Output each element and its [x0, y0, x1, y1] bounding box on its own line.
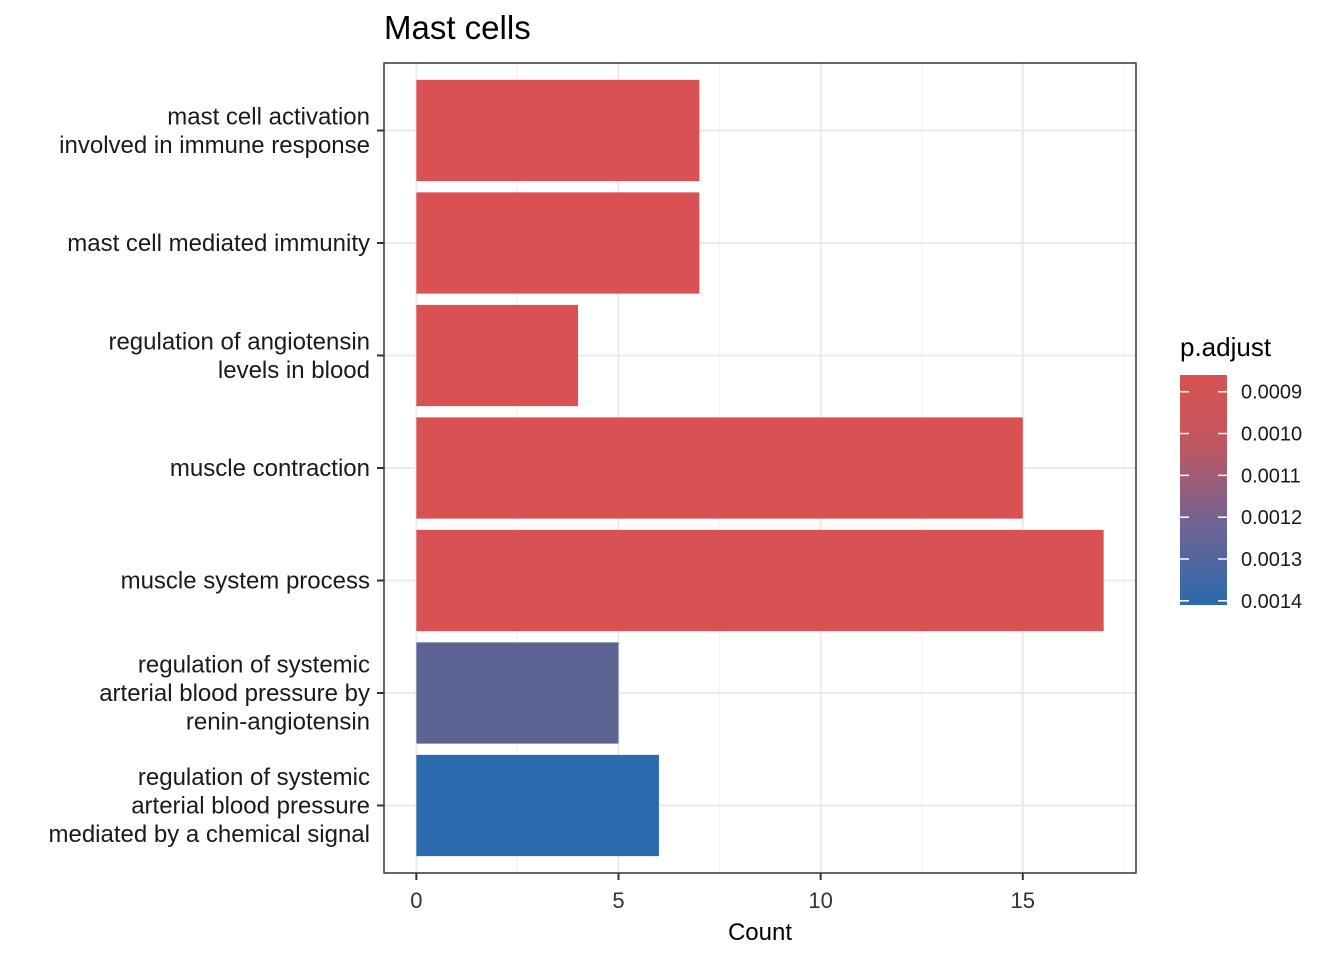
legend-label: 0.0010 — [1241, 424, 1302, 446]
legend-colorbar — [1180, 375, 1227, 605]
bar — [416, 417, 1023, 519]
bar — [416, 529, 1104, 632]
bar — [416, 79, 700, 182]
bar — [416, 754, 659, 857]
legend-label: 0.0011 — [1241, 465, 1301, 487]
category-label: regulation of systemic — [138, 652, 370, 679]
category-label: mast cell mediated immunity — [67, 230, 370, 257]
bar — [416, 642, 619, 744]
legend-label: 0.0012 — [1241, 507, 1302, 529]
x-tick-label: 5 — [612, 888, 624, 913]
legend-label: 0.0014 — [1241, 591, 1302, 613]
bar — [416, 304, 579, 407]
category-label: mediated by a chemical signal — [48, 821, 370, 848]
category-label: involved in immune response — [59, 132, 370, 159]
x-tick-label: 15 — [1011, 888, 1035, 913]
category-label: levels in blood — [218, 357, 370, 384]
category-label: regulation of systemic — [138, 764, 370, 791]
category-label: arterial blood pressure — [131, 793, 370, 820]
category-label: mast cell activation — [167, 103, 370, 130]
category-label: muscle system process — [121, 568, 370, 595]
category-label: renin-angiotensin — [186, 709, 370, 736]
legend: p.adjust 0.0009 0.0010 0.0011 0.0012 0.0013 0… — [1180, 332, 1302, 613]
legend-title: p.adjust — [1180, 332, 1272, 362]
bar — [416, 192, 700, 294]
x-tick-label: 10 — [808, 888, 832, 913]
legend-label: 0.0009 — [1241, 382, 1302, 404]
chart-title: Mast cells — [384, 9, 531, 46]
category-label: arterial blood pressure by — [99, 680, 370, 707]
legend-label: 0.0013 — [1241, 549, 1302, 571]
category-label: muscle contraction — [170, 455, 370, 482]
x-tick-label: 0 — [410, 888, 422, 913]
category-label: regulation of angiotensin — [108, 328, 370, 355]
x-axis-title: Count — [728, 919, 792, 946]
bars — [416, 79, 1104, 857]
x-axis: 0 5 10 15 — [410, 873, 1035, 913]
